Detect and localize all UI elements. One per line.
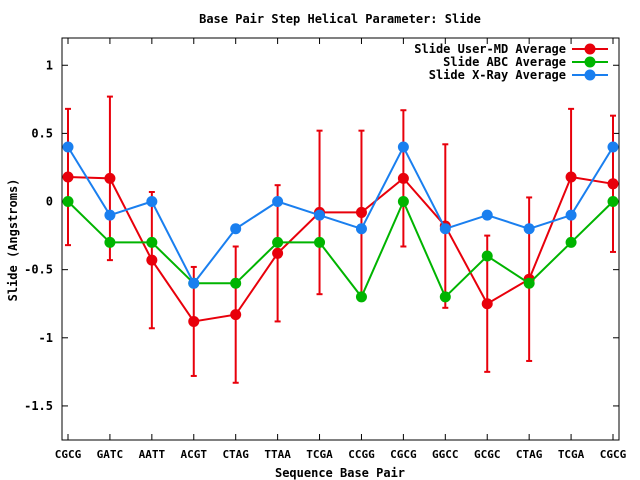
x-tick-label: CTAG <box>516 448 543 461</box>
data-point-x-ray <box>62 141 74 153</box>
legend-label-user-md: Slide User-MD Average <box>414 42 566 56</box>
data-point-x-ray <box>397 141 409 153</box>
data-point-user-md <box>607 178 619 190</box>
data-point-abc <box>565 236 577 248</box>
data-point-user-md <box>481 298 493 310</box>
x-tick-label: AATT <box>139 448 166 461</box>
series-line-x-ray <box>67 144 614 286</box>
data-point-abc <box>146 236 158 248</box>
x-tick-label: GATC <box>97 448 124 461</box>
x-tick-label: CGCG <box>390 448 417 461</box>
data-point-user-md <box>146 254 158 266</box>
x-tick-label: GGCC <box>432 448 459 461</box>
data-point-abc <box>104 236 116 248</box>
data-point-x-ray <box>481 209 493 221</box>
data-point-abc <box>523 277 535 289</box>
data-point-user-md <box>355 206 367 218</box>
y-tick-label: -1 <box>39 331 53 345</box>
data-point-user-md <box>188 315 200 327</box>
x-tick-label: GCGC <box>474 448 501 461</box>
data-point-user-md <box>565 171 577 183</box>
y-tick-label: -1.5 <box>24 399 53 413</box>
x-axis-label: Sequence Base Pair <box>275 466 405 480</box>
data-point-x-ray <box>314 209 326 221</box>
data-point-abc <box>314 236 326 248</box>
x-tick-label: CTAG <box>222 448 249 461</box>
data-point-user-md <box>104 172 116 184</box>
y-axis-label: Slide (Angstroms) <box>6 179 20 302</box>
data-point-x-ray <box>188 277 200 289</box>
chart-title: Base Pair Step Helical Parameter: Slide <box>199 12 481 26</box>
x-tick-label: TTAA <box>264 448 291 461</box>
data-point-abc <box>607 196 619 208</box>
legend-label-abc: Slide ABC Average <box>443 55 566 69</box>
data-point-user-md <box>272 247 284 259</box>
x-tick-label: TCGA <box>306 448 333 461</box>
legend-marker-x-ray <box>584 69 596 81</box>
legend-marker-abc <box>584 56 596 68</box>
data-point-abc <box>355 291 367 303</box>
legend-label-x-ray: Slide X-Ray Average <box>429 68 566 82</box>
series-line-abc <box>67 199 614 299</box>
data-point-x-ray <box>355 223 367 235</box>
data-point-x-ray <box>565 209 577 221</box>
y-tick-label: 0.5 <box>31 126 53 140</box>
data-point-x-ray <box>104 209 116 221</box>
data-point-abc <box>230 277 242 289</box>
data-point-x-ray <box>523 223 535 235</box>
legend-marker-user-md <box>584 43 596 55</box>
data-point-user-md <box>62 171 74 183</box>
data-point-user-md <box>230 309 242 321</box>
data-point-abc <box>62 196 74 208</box>
x-tick-label: CCGG <box>348 448 375 461</box>
data-point-user-md <box>397 172 409 184</box>
x-tick-label: TCGA <box>558 448 585 461</box>
y-tick-label: 0 <box>46 195 53 209</box>
data-point-abc <box>439 291 451 303</box>
data-point-x-ray <box>230 223 242 235</box>
data-point-abc <box>397 196 409 208</box>
data-point-abc <box>272 236 284 248</box>
x-tick-label: CGCG <box>600 448 627 461</box>
x-tick-label: CGCG <box>55 448 82 461</box>
data-point-abc <box>481 250 493 262</box>
series-line-user-md <box>67 175 614 323</box>
data-point-x-ray <box>439 223 451 235</box>
data-point-x-ray <box>272 196 284 208</box>
plot-frame <box>61 37 620 441</box>
data-point-x-ray <box>146 196 158 208</box>
x-tick-label: ACGT <box>181 448 208 461</box>
data-point-x-ray <box>607 141 619 153</box>
y-tick-label: -0.5 <box>24 263 53 277</box>
y-tick-label: 1 <box>46 58 53 72</box>
